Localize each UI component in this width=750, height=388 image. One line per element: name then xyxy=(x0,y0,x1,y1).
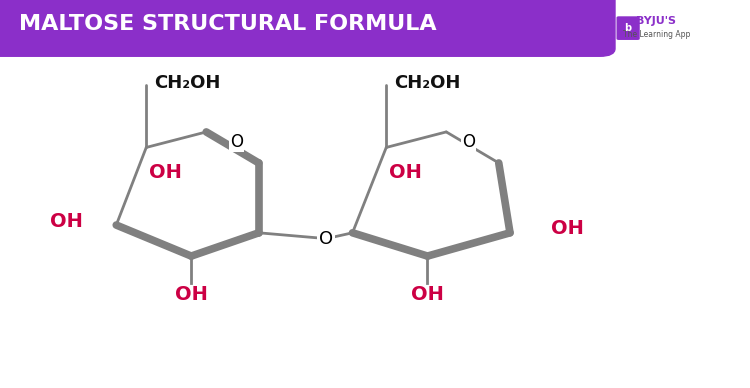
Text: OH: OH xyxy=(388,163,422,182)
Text: CH₂OH: CH₂OH xyxy=(394,74,460,92)
Text: O: O xyxy=(230,133,243,151)
Text: OH: OH xyxy=(411,286,444,304)
Text: OH: OH xyxy=(175,286,208,304)
Text: b: b xyxy=(625,23,632,33)
Text: OH: OH xyxy=(148,163,182,182)
Text: OH: OH xyxy=(551,220,584,238)
FancyBboxPatch shape xyxy=(0,0,615,56)
Text: OH: OH xyxy=(50,212,82,230)
Text: The Learning App: The Learning App xyxy=(622,29,690,39)
FancyBboxPatch shape xyxy=(616,16,640,40)
Text: BYJU'S: BYJU'S xyxy=(636,16,676,26)
Text: O: O xyxy=(462,133,476,151)
Text: MALTOSE STRUCTURAL FORMULA: MALTOSE STRUCTURAL FORMULA xyxy=(19,14,436,34)
Text: O: O xyxy=(320,230,333,248)
Text: CH₂OH: CH₂OH xyxy=(154,74,220,92)
